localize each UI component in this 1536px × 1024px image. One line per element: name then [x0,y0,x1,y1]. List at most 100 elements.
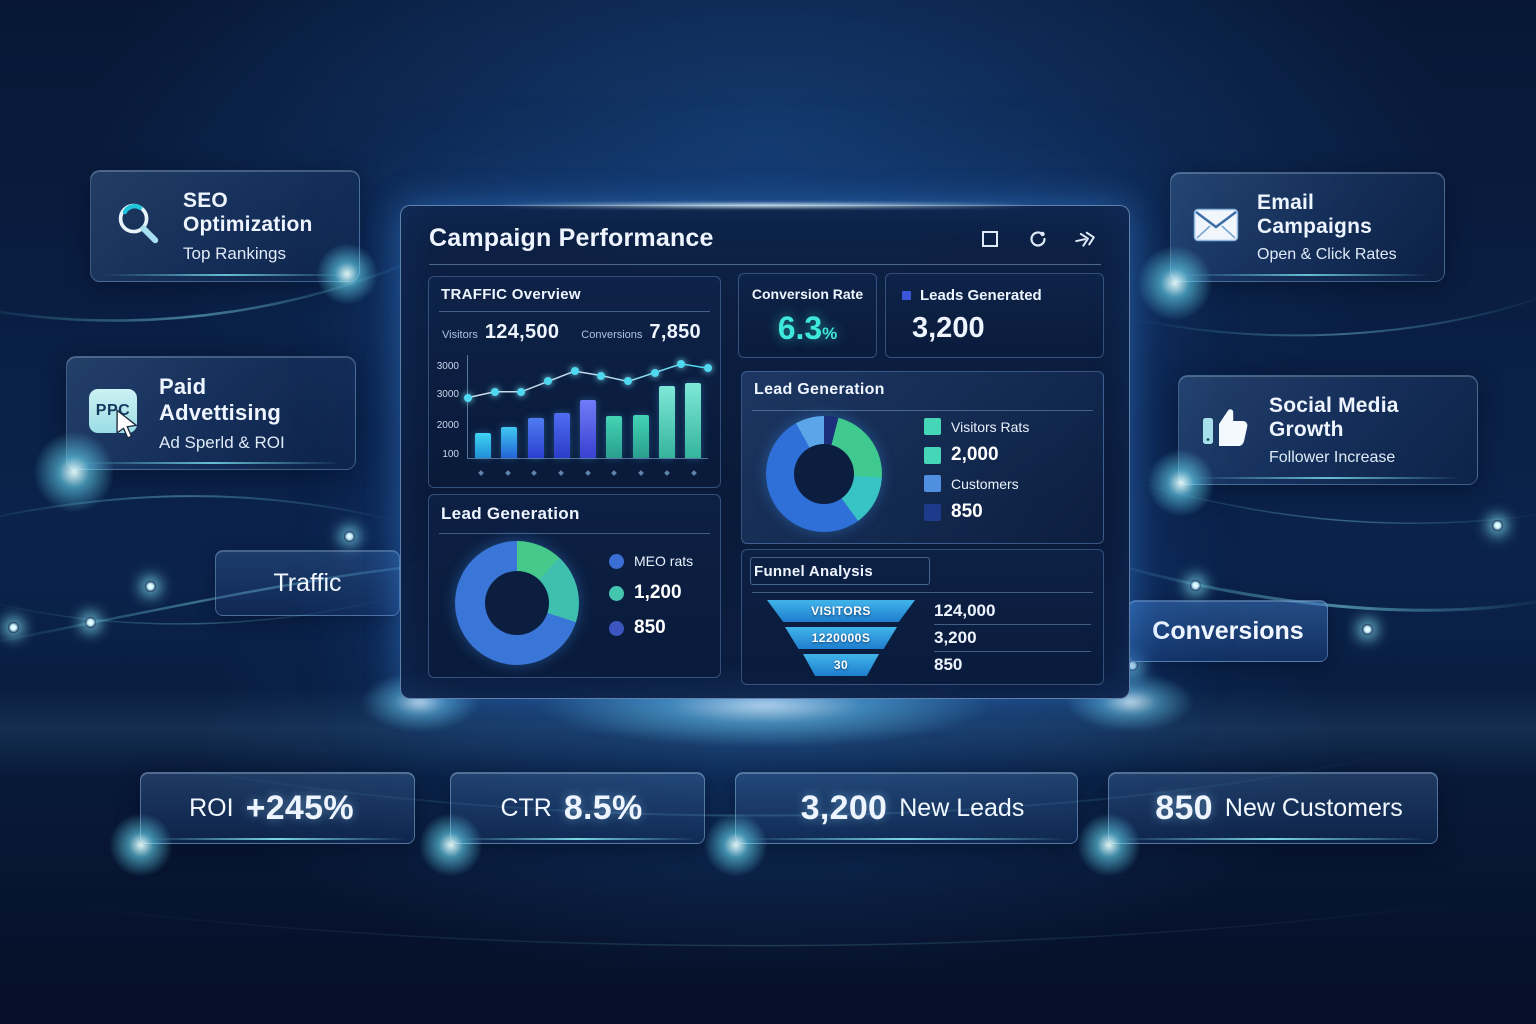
forward-arrows-icon[interactable] [1075,228,1097,250]
legend-swatch [609,585,624,601]
search-icon [113,198,165,255]
pill-label: Conversions [1152,616,1304,645]
conversions-value: 7,850 [649,321,701,343]
traffic-bar [580,400,596,458]
header-divider [429,264,1101,265]
trend-point [650,368,659,377]
visitors-label: Visitors [442,329,478,341]
traffic-bar [632,414,649,458]
glow-dot [8,622,19,633]
legend-label: 1,200 [634,582,682,603]
legend-swatch [924,446,941,464]
conversions-pill[interactable]: Conversions [1128,600,1328,662]
donut-legend: MEO rats 1,200 850 [609,553,693,639]
traffic-bar [527,417,544,458]
y-axis-tick: 3000 [436,389,459,400]
kpi-value: 8.5% [563,788,643,827]
card-title: Social Media Growth [1269,393,1399,441]
traffic-bar [658,385,675,458]
seo-optimization-card[interactable]: SEO Optimization Top Rankings [90,170,360,282]
legend-item: 850 [924,501,1029,523]
y-axis-tick: 2000 [436,420,459,431]
traffic-bar [685,382,701,458]
card-title: Paid Advettising [159,373,281,425]
paid-advertising-card[interactable]: PPC Paid Advettising Ad Sperld & ROI [66,356,356,470]
legend-item: 1,200 [609,582,693,604]
leads-generated-value: 3,200 [912,312,985,344]
glow-dot [1362,624,1373,635]
funnel-stage: 30 [803,654,879,676]
traffic-bar [553,412,570,458]
kpi-label: CTR [500,793,552,822]
legend-label: 2,000 [951,444,999,465]
card-title: SEO Optimization [183,188,313,236]
leads-generated-box: Leads Generated 3,200 [885,273,1104,358]
traffic-stats: Visitors 124,500 Conversions 7,850 [442,321,714,344]
legend-label: Customers [951,475,1019,492]
pill-label: Traffic [273,568,342,597]
kpi-label: ROI [189,793,234,822]
card-subtitle: Follower Increase [1269,448,1396,466]
email-campaigns-card[interactable]: Email Campaigns Open & Click Rates [1170,172,1445,282]
metric-label: Leads Generated [920,287,1042,304]
glow-dot [1190,580,1201,591]
legend-item: MEO rats [609,553,693,569]
lead-generation-donut [766,416,882,532]
divider [439,311,710,312]
lead-generation-right-box: Lead Generation Visitors Rats 2,000 Cust… [741,371,1104,544]
funnel-analysis-box: Funnel Analysis VISITORS 1220000S 30 124… [741,549,1104,685]
funnel-graphic: VISITORS 1220000S 30 [766,600,916,681]
trend-point [624,377,633,386]
legend-swatch [609,620,624,636]
bullet-icon [902,291,911,300]
section-title: TRAFFIC Overview [441,286,581,303]
section-title: Lead Generation [754,381,885,398]
maximize-icon[interactable] [979,228,1001,250]
legend-label: 850 [634,617,666,638]
campaign-performance-panel: Campaign Performance TRAFFIC Overview [400,205,1130,699]
legend-swatch [924,418,941,435]
trend-point [543,377,552,386]
lead-generation-left-box: Lead Generation MEO rats 1,200 850 [428,494,721,678]
kpi-value: 850 [1155,788,1213,827]
legend-item: Visitors Rats [924,418,1029,435]
legend-swatch [924,503,941,521]
funnel-title-frame [750,557,930,585]
funnel-stage: 1220000S [785,627,897,649]
divider [752,410,1093,411]
envelope-icon [1193,208,1239,247]
metric-label: Conversion Rate [751,286,864,302]
traffic-pill[interactable]: Traffic [215,550,400,616]
trend-point [517,387,526,396]
section-title: Lead Generation [441,504,580,523]
panel-header-actions [979,228,1097,250]
trend-point [570,367,579,376]
donut-legend: Visitors Rats 2,000 Customers 850 [924,418,1029,523]
legend-label: MEO rats [634,553,694,569]
trend-line [468,355,708,458]
glow-dot [85,617,96,628]
social-media-growth-card[interactable]: Social Media Growth Follower Increase [1178,375,1478,485]
conversion-rate-value: 6.3% [777,310,838,346]
funnel-stage: VISITORS [767,600,915,622]
kpi-value: +245% [245,788,354,827]
legend-item: 850 [609,617,693,639]
refresh-icon[interactable] [1027,228,1049,250]
trend-point [677,359,686,368]
glow-dot [344,531,355,542]
trend-point [704,364,712,373]
panel-title: Campaign Performance [429,224,714,252]
legend-item: 2,000 [924,444,1029,466]
funnel-value: 850 [934,655,963,674]
funnel-value: 124,000 [934,601,996,620]
divider [439,533,710,534]
card-subtitle: Open & Click Rates [1257,245,1397,263]
legend-item: Customers [924,475,1029,492]
visitors-value: 124,500 [484,321,560,343]
trend-point [597,371,606,380]
x-axis-ticks [467,470,708,476]
kpi-roi: ROI +245% [140,772,415,844]
kpi-suffix: New Customers [1224,793,1403,822]
y-axis-tick: 3000 [436,361,459,372]
